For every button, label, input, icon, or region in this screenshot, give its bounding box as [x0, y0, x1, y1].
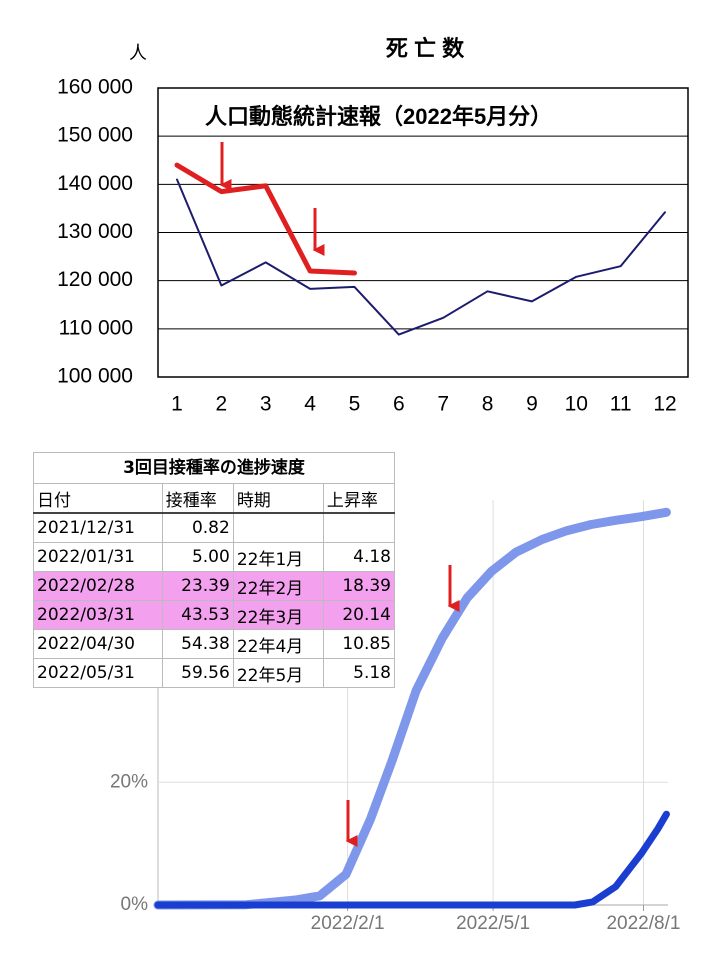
header-cell: 接種率 — [161, 483, 234, 514]
table-cell: 10.85 — [322, 629, 396, 659]
header-cell: 日付 — [33, 483, 163, 514]
x-tick-label: 2022/2/1 — [311, 913, 385, 934]
x-tick-label: 6 — [393, 393, 405, 416]
table-cell: 22年2月 — [232, 571, 324, 601]
table-row: 2022/05/31 59.56 22年5月 5.18 — [33, 658, 396, 688]
x-tick-label: 2022/8/1 — [606, 913, 680, 934]
table-cell: 2022/05/31 — [33, 658, 163, 688]
table-cell: 22年3月 — [232, 600, 324, 630]
table-cell: 43.53 — [161, 600, 234, 630]
table-row: 2022/01/31 5.00 22年1月 4.18 — [33, 542, 396, 572]
header-cell: 時期 — [232, 483, 324, 514]
chart-title: 死 亡 数 — [386, 36, 465, 61]
line-series — [174, 162, 357, 276]
table-cell: 0.82 — [161, 512, 234, 543]
x-tick-label: 10 — [565, 393, 588, 416]
x-tick-label: 2 — [216, 393, 228, 416]
chart-2: 2022/2/1 2022/5/1 2022/8/1 0% 20% — [110, 500, 680, 934]
table: 3回目接種率の進捗速度 日付 接種率 時期 上昇率 2021/12/31 0.82 202… — [33, 452, 396, 688]
table-cell: 23.39 — [161, 571, 234, 601]
x-tick-label: 7 — [437, 393, 449, 416]
y-tick-label: 160 000 — [57, 76, 133, 99]
table-cell: 2021/12/31 — [33, 512, 163, 543]
y-tick-label: 20% — [110, 771, 148, 792]
y-tick-label: 140 000 — [57, 172, 133, 195]
chart-1: 100 000 110 000 120 000 130 000 140 000 150 0… — [57, 76, 688, 416]
header-row: 日付 接種率 時期 上昇率 — [33, 483, 396, 514]
table-cell: 2022/03/31 — [33, 600, 163, 630]
table-cell: 5.18 — [322, 658, 396, 688]
table-row: 2022/02/28 23.39 22年2月 18.39 — [33, 571, 396, 601]
x-tick-label: 4 — [304, 393, 316, 416]
table-cell: 22年5月 — [232, 658, 324, 688]
header-cell: 上昇率 — [322, 483, 396, 514]
table-cell: 59.56 — [161, 658, 234, 688]
table-cell: 2022/04/30 — [33, 629, 163, 659]
table-cell: 4.18 — [322, 542, 396, 572]
table-cell — [232, 512, 324, 543]
table-cell: 22年4月 — [232, 629, 324, 659]
table-row: 2022/03/31 43.53 22年3月 20.14 — [33, 600, 396, 630]
table-cell — [322, 512, 396, 543]
y-tick-label: 100 000 — [57, 365, 133, 388]
table-cell: 18.39 — [322, 571, 396, 601]
y-tick-label: 120 000 — [57, 268, 133, 291]
x-tick-label: 1 — [171, 393, 183, 416]
table-cell: 22年1月 — [232, 542, 324, 572]
x-tick-label: 9 — [526, 393, 538, 416]
x-tick-label: 2022/5/1 — [456, 913, 530, 934]
x-tick-label: 8 — [482, 393, 494, 416]
y-tick-label: 130 000 — [57, 220, 133, 243]
y-axis-label: 人 — [129, 43, 147, 63]
x-tick-label: 12 — [653, 393, 676, 416]
table-cell: 54.38 — [161, 629, 234, 659]
table-cell: 2022/02/28 — [33, 571, 163, 601]
table-cell: 5.00 — [161, 542, 234, 572]
y-tick-label: 110 000 — [59, 316, 133, 339]
x-tick-label: 5 — [349, 393, 361, 416]
table-cell: 2022/01/31 — [33, 542, 163, 572]
x-tick-label: 3 — [260, 393, 272, 416]
table-row: 2022/04/30 54.38 22年4月 10.85 — [33, 629, 396, 659]
y-tick-label: 150 000 — [57, 124, 133, 147]
table-body: 2021/12/31 0.82 2022/01/31 5.00 22年1月 4.18 202… — [33, 512, 396, 688]
table-title: 3回目接種率の進捗速度 — [33, 452, 395, 483]
line-series — [154, 810, 670, 909]
line-series — [176, 178, 666, 336]
x-tick-label: 11 — [610, 393, 632, 416]
table-row: 2021/12/31 0.82 — [33, 512, 396, 543]
y-tick-label: 0% — [121, 894, 149, 915]
table-cell: 20.14 — [322, 600, 396, 630]
annotation: 人口動態統計速報（2022年5月分） — [205, 104, 552, 129]
line-series — [153, 507, 671, 910]
